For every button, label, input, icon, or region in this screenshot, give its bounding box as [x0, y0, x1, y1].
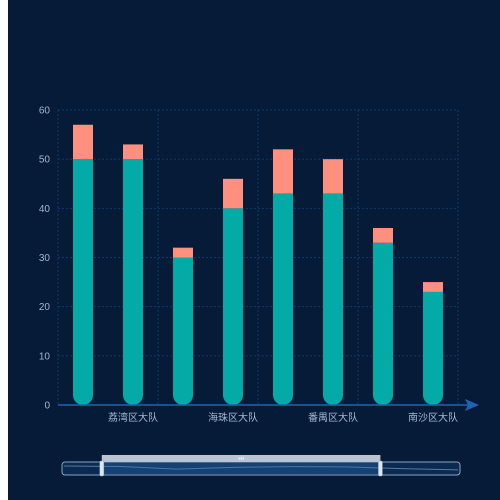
bar-segment-base: [323, 193, 343, 405]
bar-chart: 0 10 20 30 40 50 60 荔湾区大队 海珠区大队 番禺区大队 南沙区大队: [39, 106, 479, 477]
bar-segment-base: [373, 242, 393, 405]
bar-segment-base: [223, 208, 243, 405]
bar-segment-base: [73, 159, 93, 405]
y-tick-label: 50: [39, 155, 51, 166]
bar-segment-top: [223, 178, 243, 209]
zoom-shadow-line: [63, 465, 459, 471]
data-zoom-slider[interactable]: [61, 455, 461, 477]
x-tick-label: 番禺区大队: [308, 411, 358, 424]
bar-segment-top: [123, 144, 143, 160]
bar-segment-top: [373, 228, 393, 243]
bar-segment-base: [273, 193, 293, 405]
bar-segment-top: [173, 247, 193, 258]
y-tick-label: 40: [39, 204, 51, 215]
x-tick-label: 南沙区大队: [408, 411, 458, 424]
bar-segment-base: [173, 257, 193, 405]
zoom-selection[interactable]: [101, 462, 381, 475]
x-tick-label: 海珠区大队: [208, 411, 258, 424]
bar-segment-top: [73, 124, 93, 160]
tick-labels: 0 10 20 30 40 50 60 荔湾区大队 海珠区大队 番禺区大队 南沙区大队: [39, 106, 458, 425]
x-axis-arrow-icon: [465, 399, 479, 411]
chart-panel: 0 10 20 30 40 50 60 荔湾区大队 海珠区大队 番禺区大队 南沙区大队: [8, 0, 500, 500]
bar-series: [73, 124, 443, 405]
bar-segment-top: [323, 159, 343, 194]
y-tick-label: 10: [39, 351, 51, 362]
bar-segment-base: [123, 159, 143, 405]
axes: [58, 399, 479, 411]
y-tick-label: 60: [39, 106, 51, 117]
bar-segment-top: [273, 149, 293, 194]
bar-segment-base: [423, 291, 443, 405]
zoom-start-handle[interactable]: [99, 460, 105, 477]
y-tick-label: 0: [44, 401, 50, 412]
y-tick-label: 30: [39, 253, 51, 264]
bar-segment-top: [423, 282, 443, 292]
y-tick-label: 20: [39, 302, 51, 313]
zoom-end-handle[interactable]: [378, 460, 383, 477]
grid-lines: [57, 109, 459, 405]
x-tick-label: 荔湾区大队: [108, 411, 158, 424]
